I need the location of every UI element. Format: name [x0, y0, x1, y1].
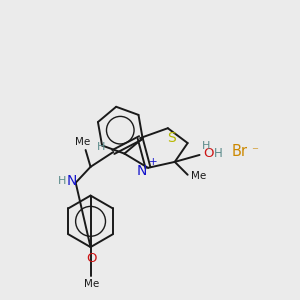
Text: H: H	[202, 141, 210, 151]
Text: N: N	[67, 174, 77, 188]
Text: Me: Me	[190, 171, 206, 181]
Text: O: O	[86, 253, 97, 266]
Text: H: H	[97, 142, 106, 152]
Text: Br: Br	[231, 145, 247, 160]
Text: H: H	[58, 176, 66, 186]
Text: +: +	[149, 157, 157, 167]
Text: S: S	[167, 131, 176, 145]
Text: Me: Me	[75, 137, 90, 147]
Text: H: H	[213, 148, 222, 160]
Text: ⁻: ⁻	[251, 146, 259, 158]
Text: N: N	[137, 164, 147, 178]
Text: Me: Me	[84, 279, 99, 289]
Text: O: O	[203, 148, 214, 160]
